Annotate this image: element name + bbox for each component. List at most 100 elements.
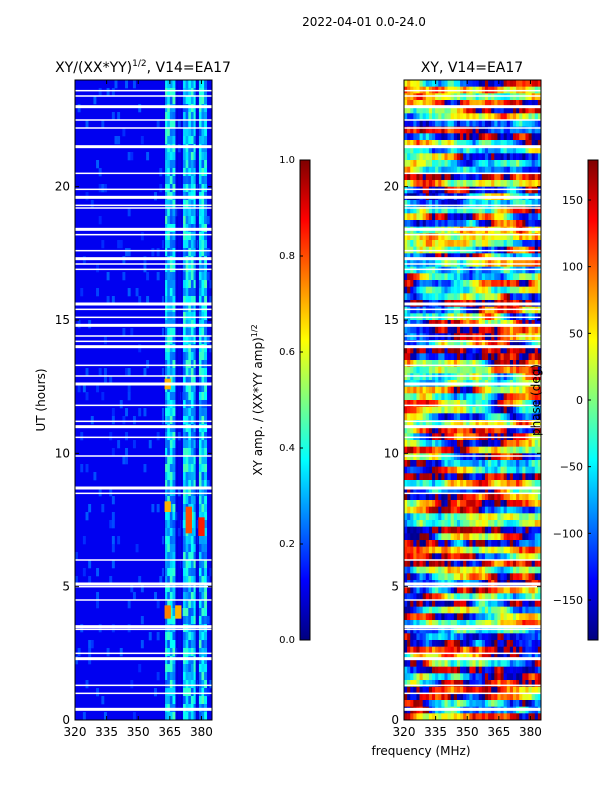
amplitude-cell <box>167 112 170 120</box>
phase-cell <box>451 413 454 420</box>
phase-cell <box>497 440 500 447</box>
phase-cell <box>448 160 451 167</box>
amplitude-cell <box>204 400 207 408</box>
phase-cell <box>404 393 407 400</box>
phase-cell <box>404 587 407 594</box>
amplitude-cell <box>188 568 191 576</box>
phase-cell <box>494 453 497 460</box>
phase-cell <box>426 607 429 614</box>
phase-cell <box>525 80 528 87</box>
phase-cell <box>516 493 519 500</box>
phase-cell <box>426 613 429 620</box>
phase-cell <box>482 507 485 514</box>
phase-cell <box>441 293 444 300</box>
phase-cell <box>420 407 423 414</box>
phase-cell <box>435 413 438 420</box>
phase-cell <box>485 220 488 227</box>
phase-cell <box>432 500 435 507</box>
phase-cell <box>476 413 479 420</box>
amplitude-cell <box>204 80 207 88</box>
phase-cell <box>460 93 463 100</box>
phase-cell <box>501 93 504 100</box>
amplitude-flag-gap <box>75 437 212 439</box>
phase-cell <box>407 287 410 294</box>
phase-cell <box>444 567 447 574</box>
phase-cell <box>532 493 535 500</box>
amplitude-cell <box>172 440 175 448</box>
phase-cell <box>410 293 413 300</box>
phase-cell <box>404 327 407 334</box>
phase-cell <box>466 507 469 514</box>
phase-cell <box>535 600 538 607</box>
phase-cell <box>491 267 494 274</box>
phase-cell <box>404 180 407 187</box>
phase-cell <box>488 327 491 334</box>
phase-cell <box>423 573 426 580</box>
phase-cell <box>532 120 535 127</box>
amplitude-cell <box>191 240 194 248</box>
phase-cell <box>522 540 525 547</box>
phase-cell <box>429 153 432 160</box>
phase-cell <box>516 240 519 247</box>
amplitude-cell <box>204 568 207 576</box>
phase-cell <box>516 307 519 314</box>
phase-cell <box>501 573 504 580</box>
amplitude-cell <box>83 536 86 544</box>
phase-cell <box>485 407 488 414</box>
phase-cell <box>485 540 488 547</box>
phase-cell <box>476 440 479 447</box>
phase-cell <box>432 93 435 100</box>
phase-cell <box>504 493 507 500</box>
amplitude-cell <box>201 560 204 568</box>
phase-cell <box>513 567 516 574</box>
phase-cell <box>473 460 476 467</box>
amplitude-cell <box>125 248 128 256</box>
phase-cell <box>463 187 466 194</box>
amplitude-cell <box>170 392 173 400</box>
amplitude-cell <box>204 440 207 448</box>
phase-cell <box>413 520 416 527</box>
amplitude-cell <box>183 408 186 416</box>
phase-cell <box>448 220 451 227</box>
phase-cell <box>429 333 432 340</box>
phase-cell <box>525 307 528 314</box>
amplitude-cell <box>204 248 207 256</box>
phase-cell <box>504 440 507 447</box>
phase-cell <box>535 333 538 340</box>
phase-cell <box>451 600 454 607</box>
phase-cell <box>448 447 451 454</box>
phase-cell <box>501 120 504 127</box>
phase-cell <box>429 187 432 194</box>
amplitude-cell <box>157 600 160 608</box>
phase-cell <box>444 547 447 554</box>
phase-cell <box>460 513 463 520</box>
phase-cell <box>469 567 472 574</box>
phase-cell <box>441 213 444 220</box>
phase-cell <box>448 280 451 287</box>
phase-cell <box>482 460 485 467</box>
phase-cell <box>497 533 500 540</box>
phase-cell <box>463 393 466 400</box>
phase-cell <box>491 573 494 580</box>
amplitude-cell <box>199 272 202 280</box>
phase-cell <box>438 587 441 594</box>
phase-cell <box>444 333 447 340</box>
phase-cell <box>525 567 528 574</box>
phase-cell <box>519 500 522 507</box>
amplitude-cell <box>204 136 207 144</box>
phase-cell <box>469 387 472 394</box>
phase-cell <box>525 613 528 620</box>
phase-cell <box>438 640 441 647</box>
phase-cell <box>504 447 507 454</box>
phase-cell <box>532 460 535 467</box>
phase-cell <box>429 407 432 414</box>
amplitude-cell <box>183 536 186 544</box>
amplitude-cell <box>199 184 202 192</box>
amplitude-cell <box>170 664 173 672</box>
phase-cell <box>497 287 500 294</box>
phase-cell <box>479 567 482 574</box>
phase-cell <box>532 527 535 534</box>
phase-cell <box>473 533 476 540</box>
phase-cell <box>510 493 513 500</box>
phase-cell <box>510 440 513 447</box>
